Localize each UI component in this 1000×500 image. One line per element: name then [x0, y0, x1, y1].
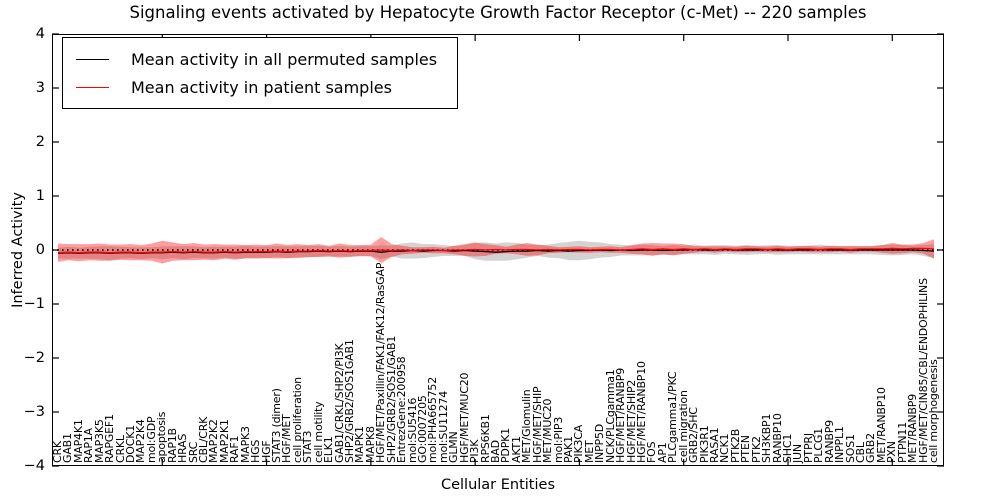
permuted-band: [58, 240, 934, 261]
chart-title: Signaling events activated by Hepatocyte…: [129, 3, 867, 22]
y-tick-label: 1: [35, 188, 45, 204]
permuted-line-swatch: [76, 58, 109, 60]
patient-band: [58, 237, 934, 264]
legend-item-patient: Mean activity in patient samples: [76, 73, 443, 101]
legend-item-permuted: Mean activity in all permuted samples: [76, 45, 443, 73]
y-tick-label: −3: [23, 404, 45, 420]
y-tick-label: −4: [23, 458, 45, 474]
x-axis-label: Cellular Entities: [440, 477, 556, 493]
patient-mean-line: [57, 247, 935, 254]
legend-label-patient: Mean activity in patient samples: [131, 77, 392, 97]
y-tick-label: −2: [23, 350, 45, 366]
legend-label-permuted: Mean activity in all permuted samples: [131, 49, 438, 69]
x-tick-label: cell morphogenesis: [927, 359, 940, 463]
y-tick-label: 0: [35, 242, 45, 258]
y-tick-label: −1: [23, 296, 45, 312]
y-tick-label: 3: [35, 80, 45, 96]
y-tick-label: 2: [35, 134, 45, 150]
patient-line-swatch: [76, 86, 109, 88]
legend: Mean activity in all permuted samples Me…: [62, 37, 459, 109]
y-tick-label: 4: [35, 26, 45, 42]
